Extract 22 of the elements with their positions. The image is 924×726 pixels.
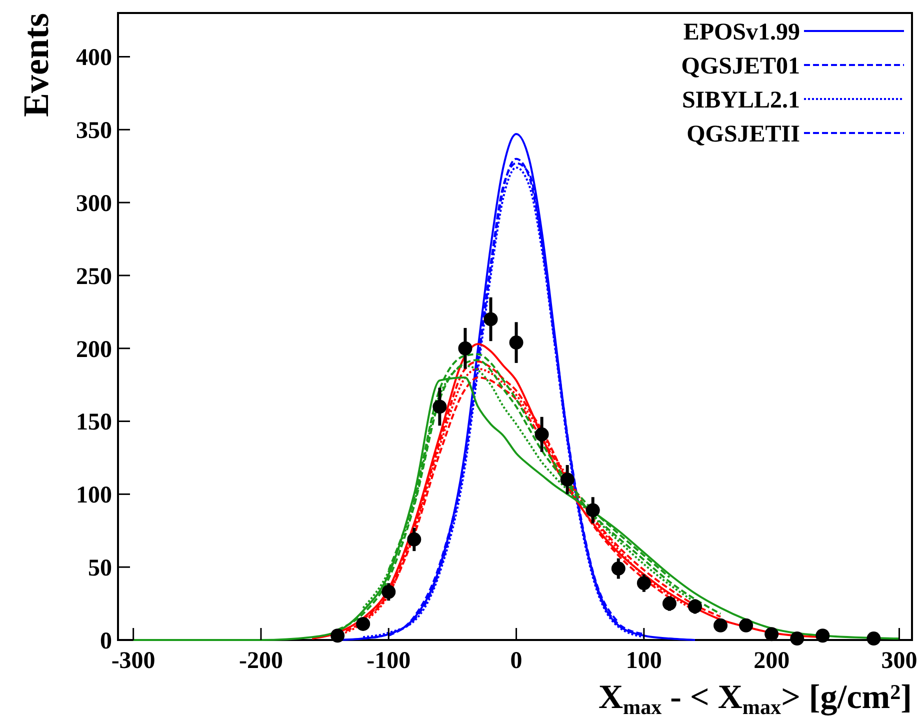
x-tick-label: 100 [626,648,662,674]
x-axis-title: X$_{max}$ - < X$_{max}$> [g/cm$^{2}$] [598,679,912,720]
legend-label: EPOSv1.99 [683,19,800,46]
y-tick-label: 250 [76,264,112,290]
y-tick-label: 200 [76,336,112,363]
legend-label: QGSJETII [686,121,800,148]
y-tick-label: 50 [88,555,112,582]
y-tick-label: 350 [76,118,112,144]
y-tick-label: 150 [76,410,112,436]
y-tick-label: 0 [100,628,112,654]
x-tick-label: 200 [754,648,790,674]
x-tick-label: -200 [238,648,283,674]
x-tick-label: 300 [881,648,918,674]
legend-label: SIBYLL2.1 [682,87,800,114]
y-tick-label: 300 [76,190,112,217]
x-tick-label: 0 [510,648,522,674]
y-axis-title: Events [16,13,56,118]
x-tick-label: -100 [366,648,411,674]
legend-label: QGSJET01 [681,53,800,80]
y-tick-label: 400 [76,45,112,72]
x-tick-label: -300 [111,648,156,674]
y-tick-label: 100 [76,482,112,509]
